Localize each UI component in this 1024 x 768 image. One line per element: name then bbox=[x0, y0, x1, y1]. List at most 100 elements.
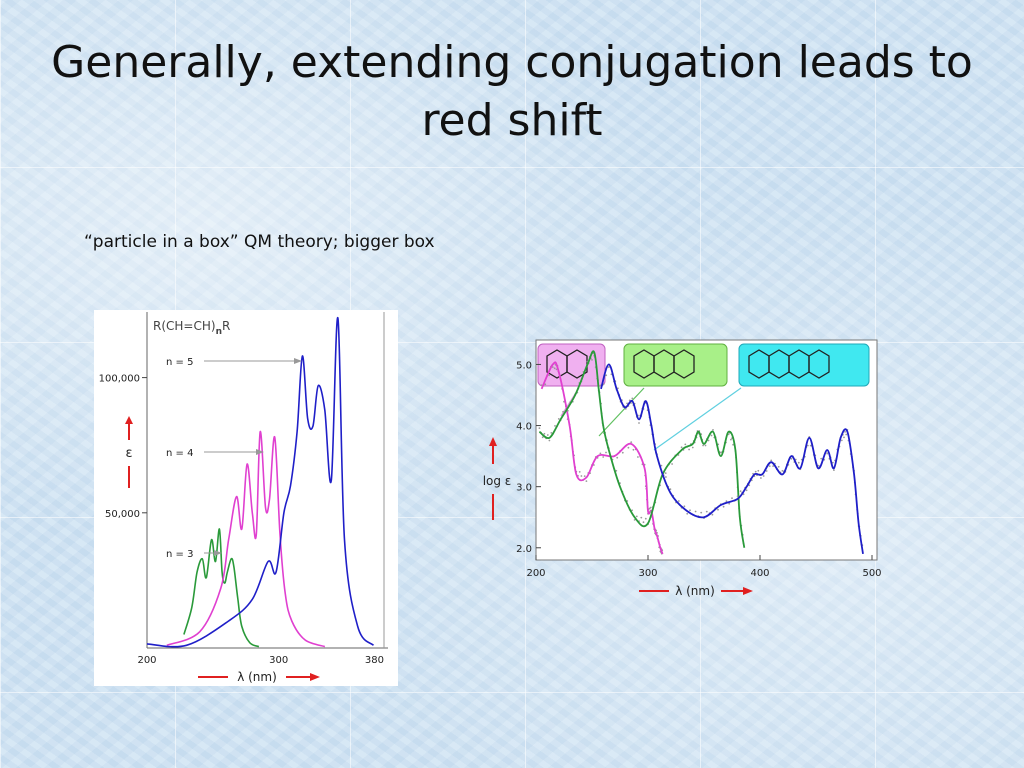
chart2-noise-point bbox=[637, 456, 639, 458]
chart2-noise-point bbox=[548, 374, 550, 377]
chart2-noise-point bbox=[640, 516, 643, 519]
chart1-ytick-label: 50,000 bbox=[105, 509, 140, 520]
chart2-noise-point bbox=[686, 512, 689, 515]
tetracene-structure-label bbox=[738, 343, 870, 387]
acene-spectrum-chart: 2.0 3.0 4.0 5.0 200 300 400 500 log ε λ (nm) bbox=[483, 339, 882, 598]
chart2-ytick-label: 3.0 bbox=[516, 483, 532, 494]
chart2-noise-point bbox=[665, 476, 667, 478]
chart2-noise-point bbox=[671, 463, 673, 465]
anthracene-pointer bbox=[598, 387, 645, 437]
chart2-noise-point bbox=[644, 517, 647, 520]
chart2-noise-point bbox=[705, 510, 708, 513]
chart2-noise-point bbox=[583, 475, 586, 477]
chart2-noise-point bbox=[683, 505, 686, 508]
anthracene-ring-3-icon bbox=[673, 349, 695, 379]
chart2-noise-point bbox=[777, 465, 780, 468]
chart2-noise-point bbox=[820, 457, 823, 460]
chart2-noise-point bbox=[688, 448, 690, 451]
chart1-annotation-arrowhead bbox=[256, 449, 264, 455]
chart2-noise-point bbox=[555, 368, 558, 371]
chart1-xtick-label: 380 bbox=[365, 655, 384, 666]
chart2-noise-point bbox=[660, 464, 663, 467]
chart2-noise-point bbox=[730, 438, 732, 441]
chart2-noise-point bbox=[712, 429, 714, 431]
chart1-title: R(CH=CH)nR bbox=[153, 319, 230, 337]
chart2-noise-point bbox=[677, 500, 680, 502]
chart2-noise-point bbox=[605, 374, 608, 377]
chart2-noise-point bbox=[762, 475, 765, 477]
chart2-noise-point bbox=[754, 470, 757, 473]
chart2-noise-point bbox=[616, 456, 619, 459]
chart2-noise-point bbox=[843, 436, 845, 439]
chart2-noise-point bbox=[548, 439, 551, 442]
chart2-ylabel: log ε bbox=[483, 474, 512, 488]
chart2-noise-point bbox=[797, 461, 800, 464]
chart2-noise-point bbox=[840, 439, 843, 442]
chart2-noise-point bbox=[630, 441, 633, 443]
chart2-noise-point bbox=[694, 510, 697, 513]
chart2-noise-point bbox=[632, 448, 635, 451]
chart2-noise-point bbox=[649, 506, 652, 509]
chart2-noise-point bbox=[624, 408, 627, 410]
chart2-series-naphthalene bbox=[540, 361, 664, 555]
chart2-noise-point bbox=[790, 457, 793, 460]
chart2-noise-point bbox=[717, 508, 719, 511]
chart2-noise-point bbox=[826, 452, 829, 455]
chart2-noise-point bbox=[633, 519, 636, 521]
chart1-annotation-arrowhead bbox=[294, 358, 302, 364]
tetracene-pointer bbox=[653, 387, 742, 451]
chart2-ytick-label: 2.0 bbox=[516, 544, 532, 555]
anthracene-box bbox=[623, 343, 728, 387]
chart1-annotation-label: n = 4 bbox=[166, 448, 193, 459]
chart2-noise-point bbox=[538, 427, 541, 429]
chart1-series-n-5 bbox=[146, 317, 375, 648]
chart1-xlabel-group: λ (nm) bbox=[198, 670, 320, 684]
chart2-xlabel: λ (nm) bbox=[675, 584, 715, 598]
chart2-noise-point bbox=[765, 470, 768, 472]
chart1-xlabel: λ (nm) bbox=[237, 670, 277, 684]
chart2-noise-point bbox=[772, 465, 774, 467]
chart2-noise-point bbox=[833, 469, 835, 471]
chart2-noise-point bbox=[781, 469, 784, 472]
chart2-xlabel-group: λ (nm) bbox=[639, 584, 753, 598]
slide-title: Generally, extending conjugation leads t… bbox=[51, 37, 973, 146]
chart2-noise-point bbox=[642, 521, 645, 524]
chart2-ytick-label: 5.0 bbox=[516, 360, 532, 371]
chart2-noise-point bbox=[731, 497, 733, 500]
chart2-noise-point bbox=[680, 446, 683, 449]
chart1-annotation-arrowhead bbox=[214, 550, 222, 556]
chart2-noise-point bbox=[700, 511, 703, 514]
chart2-noise-point bbox=[546, 434, 549, 436]
chart2-noise-point bbox=[580, 475, 583, 477]
chart2-noise-point bbox=[567, 409, 569, 412]
chart2-noise-point bbox=[768, 465, 771, 467]
chart2-noise-point bbox=[553, 367, 556, 370]
chart2-noise-point bbox=[562, 410, 564, 413]
chart1-ylabel: ε bbox=[125, 446, 132, 461]
chart2-noise-point bbox=[638, 422, 640, 424]
chart2-noise-point bbox=[736, 495, 739, 498]
chart2-noise-point bbox=[760, 477, 762, 479]
chart2-noise-point bbox=[557, 418, 560, 420]
chart1-xlabel-arrowhead bbox=[310, 673, 320, 681]
chart2-noise-point bbox=[691, 446, 694, 449]
chart2-noise-point bbox=[732, 443, 734, 446]
chart2-noise-point bbox=[770, 459, 773, 462]
chart2-noise-point bbox=[627, 446, 630, 449]
chart2-noise-point bbox=[704, 444, 707, 447]
chart2-noise-point bbox=[635, 515, 638, 518]
chart2-noise-point bbox=[605, 451, 607, 454]
chart2-noise-point bbox=[711, 513, 714, 516]
chart1-annotation-label: n = 3 bbox=[166, 549, 193, 560]
polyene-spectrum-panel: R(CH=CH)nR 50,000 100,000 200 300 380 n = 5… bbox=[94, 310, 398, 686]
chart2-ylabel-arrowhead-up bbox=[489, 437, 497, 446]
tetracene-ring-4-icon bbox=[808, 349, 830, 379]
chart2-noise-point bbox=[541, 436, 544, 439]
chart2-noise-point bbox=[578, 471, 581, 473]
chart2-series-anthracene bbox=[538, 350, 746, 548]
chart1-axes bbox=[146, 312, 388, 649]
chart2-noise-point bbox=[615, 469, 618, 472]
chart2-noise-point bbox=[669, 488, 672, 491]
chart2-noise-point bbox=[831, 461, 834, 464]
naphthalene-ring-2-icon bbox=[566, 349, 588, 379]
